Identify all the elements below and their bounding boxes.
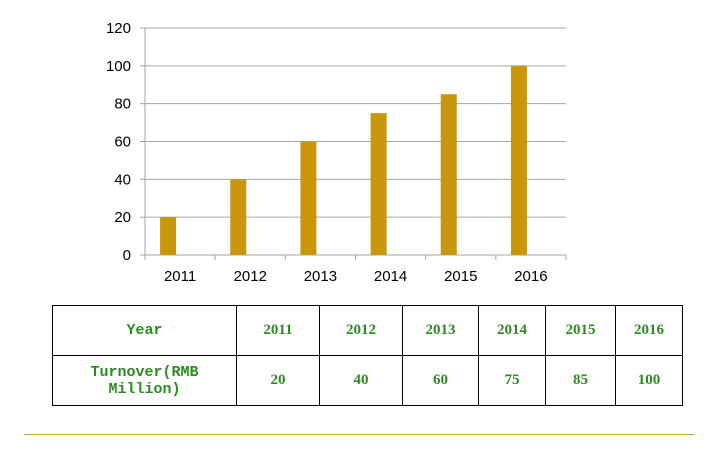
table-value-row: Turnover(RMB Million) 20 40 60 75 85 100 [52, 355, 683, 406]
year-cell: 2011 [236, 305, 320, 356]
year-cell: 2014 [478, 305, 546, 356]
bar [370, 113, 387, 255]
table-header-row: Year 2011 2012 2013 2014 2015 2016 [52, 305, 683, 356]
y-tick-label: 100 [106, 58, 131, 75]
bar [440, 94, 457, 255]
y-tick-label: 40 [114, 171, 131, 188]
value-cell: 60 [402, 355, 479, 406]
bar [230, 179, 247, 255]
value-cell: 40 [319, 355, 403, 406]
y-tick-label: 0 [123, 247, 131, 264]
turnover-label-cell: Turnover(RMB Million) [52, 355, 237, 406]
y-tick-label: 80 [114, 96, 131, 113]
year-cell: 2015 [545, 305, 616, 356]
x-tick-label: 2015 [444, 268, 477, 285]
year-header-cell: Year [52, 305, 237, 356]
axes [140, 27, 567, 260]
value-cell: 85 [545, 355, 616, 406]
y-tick-labels: 0 20 40 60 80 100 120 [106, 20, 131, 264]
footer-rule [24, 434, 694, 435]
year-cell: 2016 [615, 305, 683, 356]
x-tick-label: 2016 [514, 268, 547, 285]
year-cell: 2012 [319, 305, 403, 356]
y-tick-label: 60 [114, 134, 131, 151]
value-cell: 75 [478, 355, 546, 406]
data-table: Year 2011 2012 2013 2014 2015 2016 Turno… [52, 305, 683, 406]
x-tick-label: 2014 [374, 268, 407, 285]
x-tick-labels: 2011 2012 2013 2014 2015 2016 [164, 268, 548, 285]
value-cell: 20 [236, 355, 320, 406]
bar [300, 141, 317, 255]
bars [160, 65, 527, 255]
y-tick-label: 20 [114, 209, 131, 226]
value-cell: 100 [615, 355, 683, 406]
year-cell: 2013 [402, 305, 479, 356]
bar-chart: 0 20 40 60 80 100 120 2011 2012 2013 2014 2015 2016 [106, 20, 567, 285]
gridlines [145, 27, 566, 218]
y-tick-label: 120 [106, 20, 131, 37]
bar [510, 65, 527, 255]
bar [160, 217, 177, 255]
x-tick-label: 2012 [234, 268, 267, 285]
x-tick-label: 2011 [164, 268, 196, 285]
x-tick-label: 2013 [304, 268, 337, 285]
